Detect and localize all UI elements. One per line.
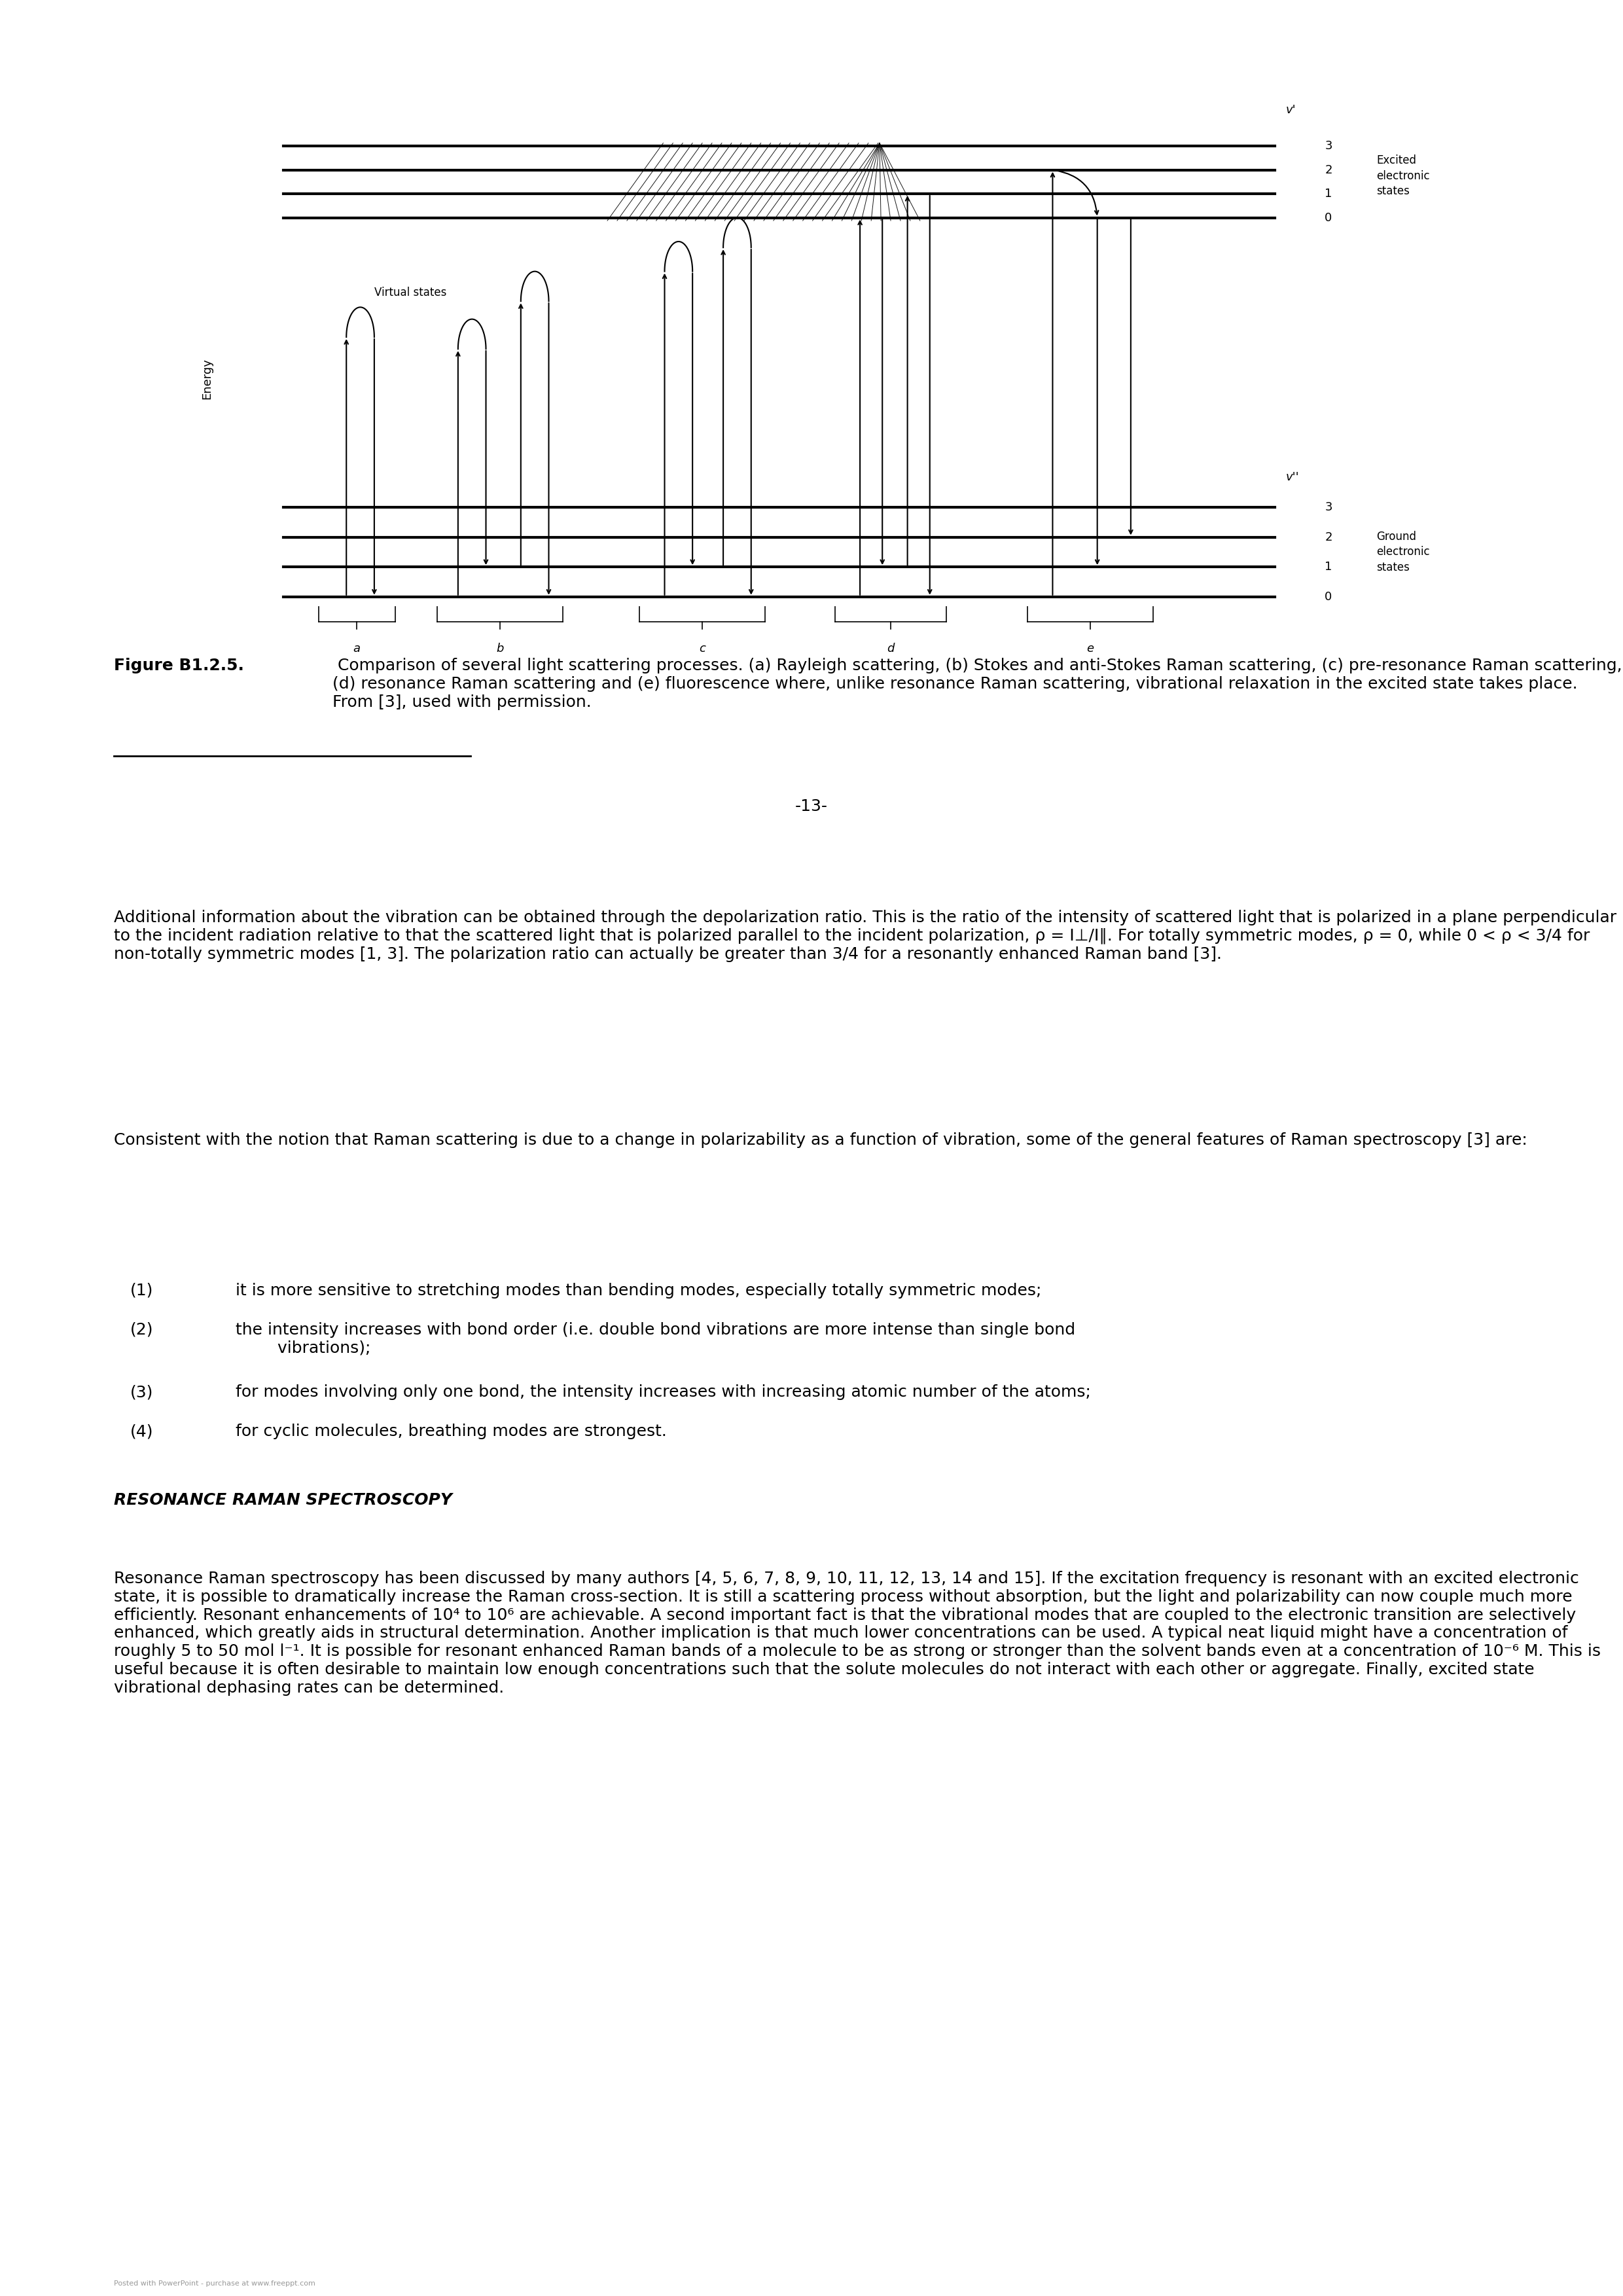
Text: a: a <box>354 643 360 654</box>
Text: v': v' <box>1285 103 1295 117</box>
Text: Consistent with the notion that Raman scattering is due to a change in polarizab: Consistent with the notion that Raman sc… <box>114 1132 1527 1148</box>
Text: e: e <box>1087 643 1094 654</box>
Text: Ground
electronic
states: Ground electronic states <box>1376 530 1430 574</box>
Text: 0: 0 <box>1324 590 1332 602</box>
Text: (1): (1) <box>130 1283 153 1300</box>
Text: Virtual states: Virtual states <box>375 287 446 298</box>
Text: 1: 1 <box>1324 560 1332 572</box>
Text: -13-: -13- <box>795 799 828 815</box>
Text: 0: 0 <box>1324 211 1332 223</box>
Text: v'': v'' <box>1285 471 1298 482</box>
Text: (2): (2) <box>130 1322 153 1339</box>
Text: Energy: Energy <box>201 358 213 400</box>
Text: for cyclic molecules, breathing modes are strongest.: for cyclic molecules, breathing modes ar… <box>235 1424 667 1440</box>
Text: (4): (4) <box>130 1424 153 1440</box>
Text: b: b <box>497 643 503 654</box>
Text: Comparison of several light scattering processes. (a) Rayleigh scattering, (b) S: Comparison of several light scattering p… <box>333 657 1623 709</box>
Text: Figure B1.2.5.: Figure B1.2.5. <box>114 657 243 673</box>
Text: 1: 1 <box>1324 188 1332 200</box>
Text: 3: 3 <box>1324 501 1332 512</box>
Text: Additional information about the vibration can be obtained through the depolariz: Additional information about the vibrati… <box>114 909 1617 962</box>
Text: Resonance Raman spectroscopy has been discussed by many authors [4, 5, 6, 7, 8, : Resonance Raman spectroscopy has been di… <box>114 1570 1600 1697</box>
Text: Excited
electronic
states: Excited electronic states <box>1376 154 1430 197</box>
Text: RESONANCE RAMAN SPECTROSCOPY: RESONANCE RAMAN SPECTROSCOPY <box>114 1492 451 1508</box>
Text: 3: 3 <box>1324 140 1332 152</box>
Text: the intensity increases with bond order (i.e. double bond vibrations are more in: the intensity increases with bond order … <box>235 1322 1074 1357</box>
Text: 2: 2 <box>1324 530 1332 542</box>
Text: d: d <box>888 643 894 654</box>
Text: Posted with PowerPoint - purchase at www.freeppt.com: Posted with PowerPoint - purchase at www… <box>114 2280 315 2287</box>
Text: c: c <box>700 643 706 654</box>
Text: 2: 2 <box>1324 163 1332 177</box>
Text: (3): (3) <box>130 1384 153 1401</box>
Text: for modes involving only one bond, the intensity increases with increasing atomi: for modes involving only one bond, the i… <box>235 1384 1091 1401</box>
Text: it is more sensitive to stretching modes than bending modes, especially totally : it is more sensitive to stretching modes… <box>235 1283 1042 1300</box>
